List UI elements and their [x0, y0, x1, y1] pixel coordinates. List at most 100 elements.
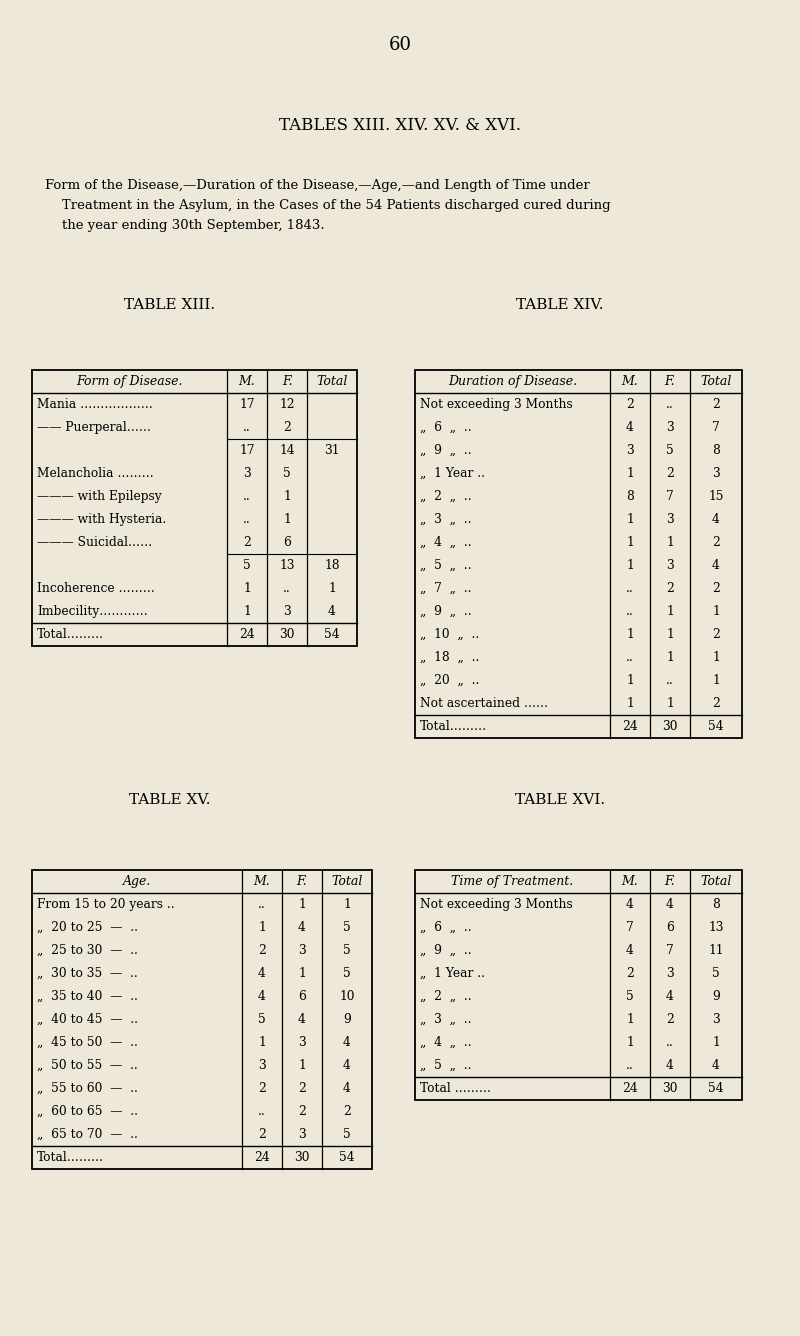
Text: TABLE XV.: TABLE XV.	[130, 794, 210, 807]
Text: „  35 to 40  —  ..: „ 35 to 40 — ..	[37, 990, 138, 1003]
Text: 1: 1	[626, 673, 634, 687]
Text: 6: 6	[666, 921, 674, 934]
Text: 1: 1	[626, 1035, 634, 1049]
Text: „  10  „  ..: „ 10 „ ..	[420, 628, 479, 641]
Text: 2: 2	[712, 398, 720, 411]
Text: „  4  „  ..: „ 4 „ ..	[420, 536, 472, 549]
Text: 7: 7	[626, 921, 634, 934]
Text: 6: 6	[283, 536, 291, 549]
Text: 10: 10	[339, 990, 354, 1003]
Text: 30: 30	[662, 720, 678, 733]
Text: TABLE XIV.: TABLE XIV.	[516, 298, 604, 313]
Text: 24: 24	[254, 1152, 270, 1164]
Text: 54: 54	[339, 1152, 355, 1164]
Text: 4: 4	[712, 1059, 720, 1071]
Text: „  45 to 50  —  ..: „ 45 to 50 — ..	[37, 1035, 138, 1049]
Text: 54: 54	[324, 628, 340, 641]
Text: Total: Total	[331, 875, 362, 888]
Text: 7: 7	[712, 421, 720, 434]
Text: 24: 24	[239, 628, 255, 641]
Text: 14: 14	[279, 444, 295, 457]
Text: „  9  „  ..: „ 9 „ ..	[420, 945, 472, 957]
Text: „  20 to 25  —  ..: „ 20 to 25 — ..	[37, 921, 138, 934]
Text: 1: 1	[712, 605, 720, 619]
Text: 1: 1	[666, 697, 674, 709]
Text: 2: 2	[712, 582, 720, 595]
Text: 3: 3	[298, 1128, 306, 1141]
Text: M.: M.	[622, 875, 638, 888]
Text: M.: M.	[622, 375, 638, 387]
Text: 5: 5	[243, 558, 251, 572]
Text: Not exceeding 3 Months: Not exceeding 3 Months	[420, 398, 573, 411]
Text: 24: 24	[622, 720, 638, 733]
Text: 3: 3	[666, 421, 674, 434]
Text: 1: 1	[283, 490, 291, 502]
Text: „  2  „  ..: „ 2 „ ..	[420, 490, 472, 502]
Text: 1: 1	[666, 536, 674, 549]
Text: 4: 4	[343, 1082, 351, 1096]
Text: „  65 to 70  —  ..: „ 65 to 70 — ..	[37, 1128, 138, 1141]
Text: 1: 1	[626, 628, 634, 641]
Text: ..: ..	[258, 1105, 266, 1118]
Text: 3: 3	[712, 468, 720, 480]
Text: Incoherence ………: Incoherence ………	[37, 582, 155, 595]
Text: „  9  „  ..: „ 9 „ ..	[420, 444, 472, 457]
Text: 3: 3	[283, 605, 291, 619]
Text: 31: 31	[324, 444, 340, 457]
Text: 1: 1	[666, 628, 674, 641]
Text: „  55 to 60  —  ..: „ 55 to 60 — ..	[37, 1082, 138, 1096]
Text: Time of Treatment.: Time of Treatment.	[451, 875, 574, 888]
Text: 1: 1	[343, 898, 351, 911]
Text: TABLES XIII. XIV. XV. & XVI.: TABLES XIII. XIV. XV. & XVI.	[279, 116, 521, 134]
Text: ..: ..	[666, 673, 674, 687]
Text: Imbecility…………: Imbecility…………	[37, 605, 148, 619]
Text: F.: F.	[282, 375, 292, 387]
Text: 1: 1	[243, 605, 251, 619]
Text: „  60 to 65  —  ..: „ 60 to 65 — ..	[37, 1105, 138, 1118]
Bar	[32, 370, 357, 647]
Text: 6: 6	[298, 990, 306, 1003]
Text: „  5  „  ..: „ 5 „ ..	[420, 1059, 471, 1071]
Text: From 15 to 20 years ..: From 15 to 20 years ..	[37, 898, 174, 911]
Text: TABLE XIII.: TABLE XIII.	[125, 298, 215, 313]
Text: 17: 17	[239, 398, 254, 411]
Text: 54: 54	[708, 1082, 724, 1096]
Text: „  6  „  ..: „ 6 „ ..	[420, 421, 472, 434]
Text: ..: ..	[283, 582, 291, 595]
Text: ..: ..	[626, 1059, 634, 1071]
Text: „  3  „  ..: „ 3 „ ..	[420, 1013, 471, 1026]
Text: 1: 1	[626, 558, 634, 572]
Text: 5: 5	[343, 921, 351, 934]
Text: 3: 3	[258, 1059, 266, 1071]
Text: Total………: Total………	[420, 720, 487, 733]
Text: Duration of Disease.: Duration of Disease.	[448, 375, 577, 387]
Text: 4: 4	[666, 898, 674, 911]
Text: „  5  „  ..: „ 5 „ ..	[420, 558, 471, 572]
Text: 2: 2	[712, 536, 720, 549]
Text: TABLE XVI.: TABLE XVI.	[515, 794, 605, 807]
Text: Not exceeding 3 Months: Not exceeding 3 Months	[420, 898, 573, 911]
Text: 2: 2	[626, 967, 634, 981]
Text: 1: 1	[243, 582, 251, 595]
Text: 4: 4	[626, 945, 634, 957]
Text: 1: 1	[626, 536, 634, 549]
Text: 3: 3	[666, 967, 674, 981]
Text: F.: F.	[297, 875, 307, 888]
Text: 4: 4	[666, 1059, 674, 1071]
Text: Form of the Disease,—Duration of the Disease,—Age,—and Length of Time under: Form of the Disease,—Duration of the Dis…	[45, 179, 590, 191]
Text: Melancholia ………: Melancholia ………	[37, 468, 154, 480]
Text: ..: ..	[626, 582, 634, 595]
Text: 17: 17	[239, 444, 254, 457]
Text: 7: 7	[666, 945, 674, 957]
Text: 1: 1	[258, 1035, 266, 1049]
Text: 2: 2	[666, 1013, 674, 1026]
Text: „  1 Year ..: „ 1 Year ..	[420, 468, 485, 480]
Text: ——— with Hysteria.: ——— with Hysteria.	[37, 513, 166, 526]
Text: M.: M.	[238, 375, 255, 387]
Text: 8: 8	[626, 490, 634, 502]
Text: „  25 to 30  —  ..: „ 25 to 30 — ..	[37, 945, 138, 957]
Text: „  3  „  ..: „ 3 „ ..	[420, 513, 471, 526]
Text: Total………: Total………	[37, 628, 104, 641]
Text: 1: 1	[666, 651, 674, 664]
Text: 5: 5	[666, 444, 674, 457]
